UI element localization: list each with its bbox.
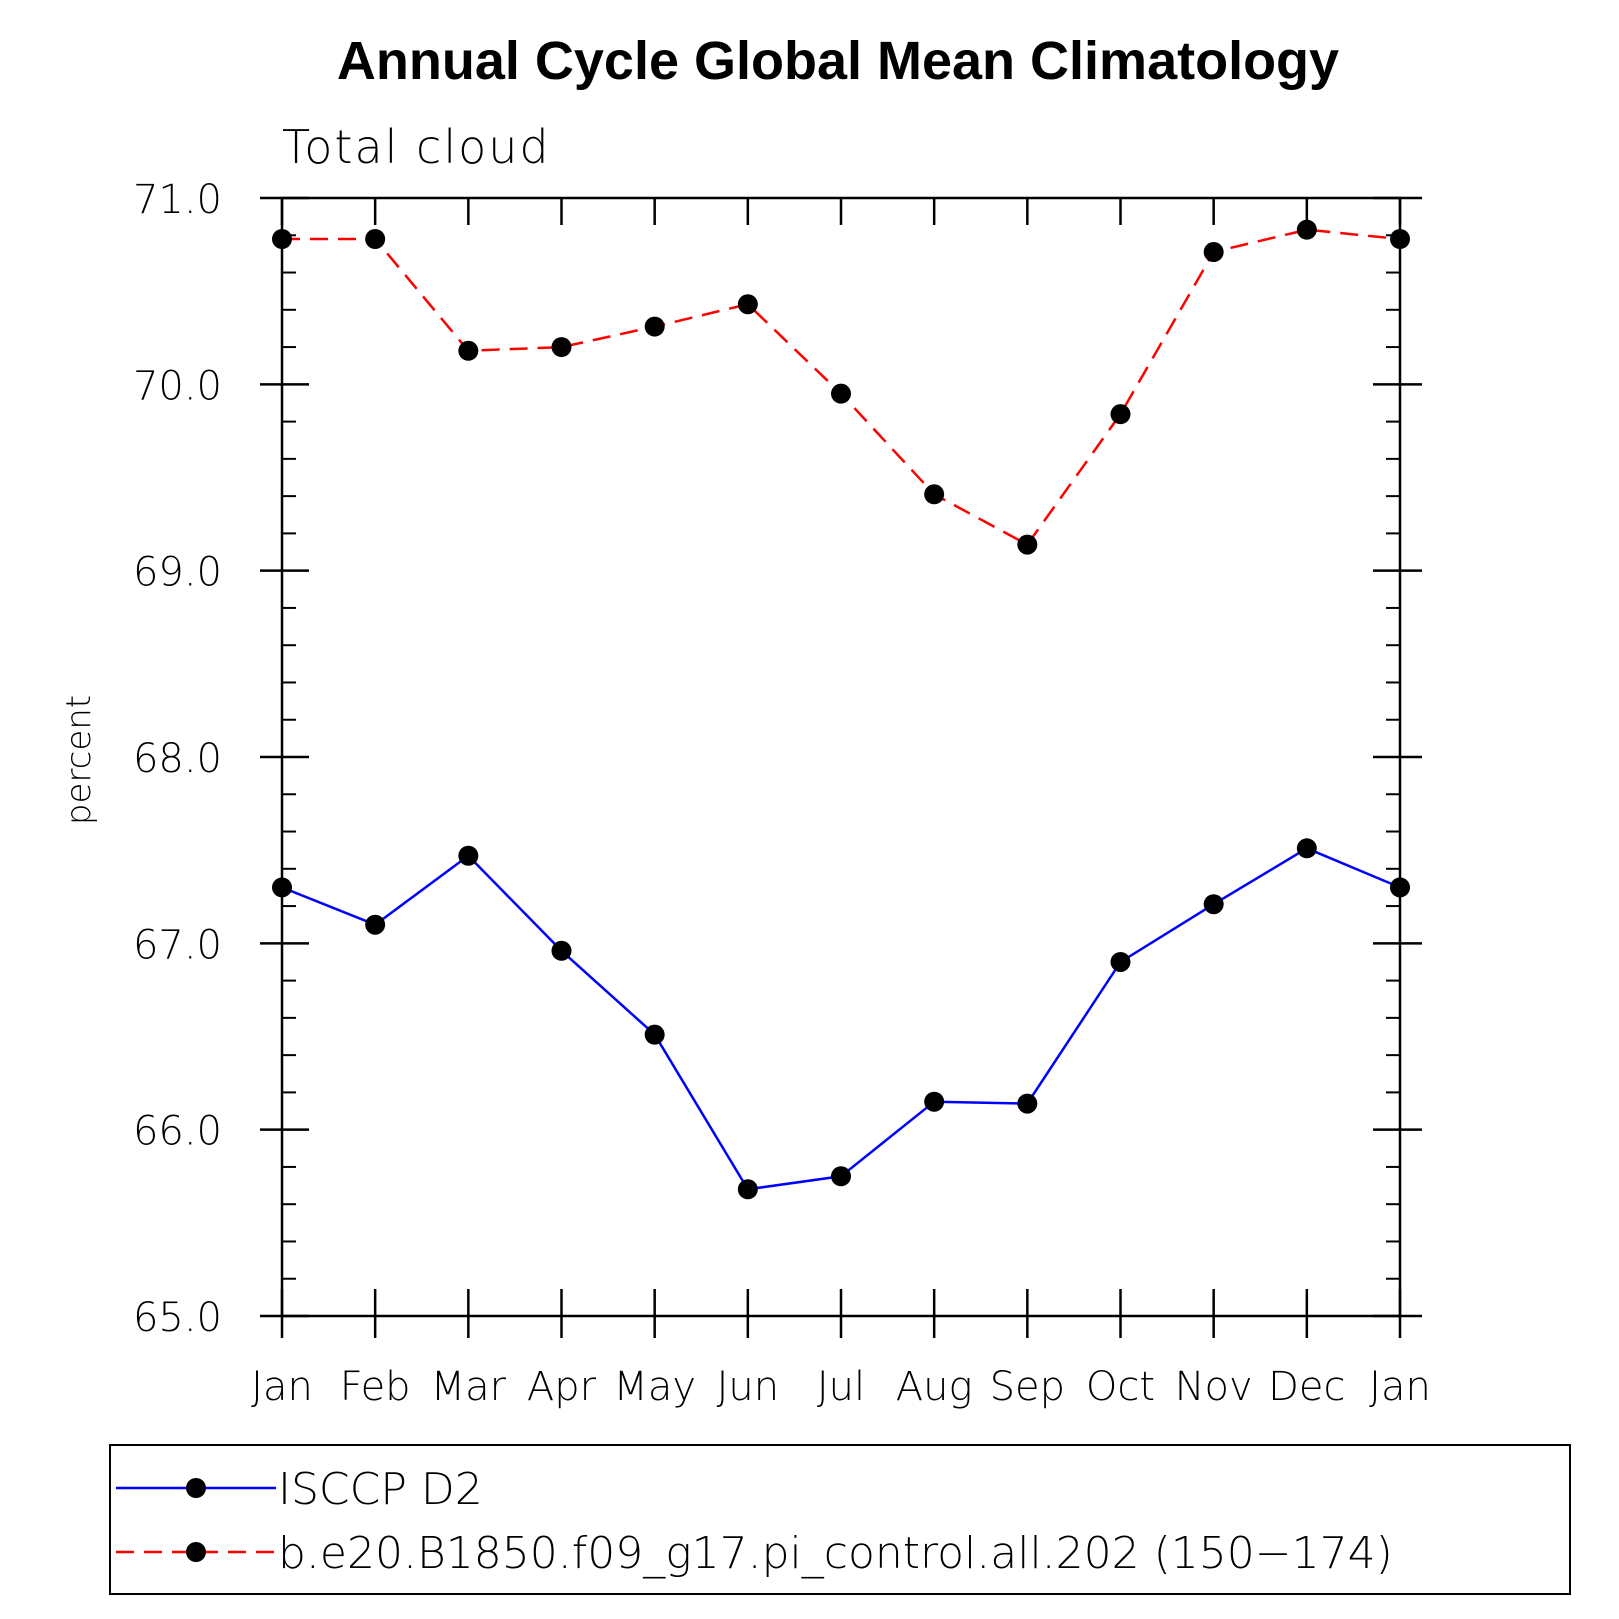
series-2-point (272, 228, 292, 249)
series-1-point (1017, 1093, 1038, 1114)
x-tick-label: Mar (431, 1364, 507, 1410)
chart-title: Annual Cycle Global Mean Climatology (337, 31, 1339, 91)
series-1-point (458, 845, 479, 866)
series-1-point (644, 1024, 665, 1045)
x-tick-label: Aug (896, 1364, 973, 1410)
y-tick-label: 70.0 (133, 363, 222, 409)
series-markers (272, 219, 1410, 1200)
series-2-point (551, 337, 572, 358)
y-tick-label: 69.0 (133, 550, 222, 596)
y-tick-label: 71.0 (133, 177, 222, 223)
series-2-point (1017, 534, 1038, 555)
x-tick-label: Oct (1086, 1364, 1155, 1410)
x-tick-label: Jul (817, 1364, 865, 1410)
x-tick-label: Jan (1369, 1364, 1431, 1410)
series-1-point (272, 877, 292, 898)
chart-subtitle: Total cloud (282, 120, 551, 174)
x-tick-label: May (613, 1364, 696, 1410)
series-2-point (737, 294, 758, 315)
series-1-point (1203, 894, 1224, 915)
series-1-point (1296, 838, 1317, 859)
series-1-point (737, 1179, 758, 1200)
legend: ISCCP D2 b.e20.B1850.f09_g17.pi_control.a… (109, 1444, 1571, 1595)
x-tick-label: Nov (1175, 1364, 1253, 1410)
series-lines (281, 228, 1401, 1191)
series-2-point (924, 484, 945, 505)
series-line-1 (281, 846, 1401, 1191)
legend-marker-2 (186, 1542, 206, 1562)
legend-box (109, 1444, 1571, 1595)
x-tick-label: Jan (251, 1364, 313, 1410)
legend-entries: ISCCP D2 b.e20.B1850.f09_g17.pi_control.a… (116, 1464, 1393, 1579)
x-tick-label: Sep (990, 1364, 1065, 1410)
series-2-point (831, 383, 851, 404)
legend-label-2: b.e20.B1850.f09_g17.pi_control.all.202 (… (278, 1528, 1393, 1579)
x-tick-label: Apr (527, 1364, 597, 1410)
series-1-point (924, 1091, 945, 1112)
y-tick-label: 66.0 (133, 1109, 222, 1155)
legend-marker-1 (186, 1478, 206, 1498)
series-1-point (551, 940, 572, 961)
x-tick-label: Jun (717, 1364, 780, 1410)
x-tick-label: Feb (340, 1364, 411, 1410)
y-tick-label: 68.0 (133, 736, 222, 782)
series-2-point (644, 316, 665, 337)
legend-label-1: ISCCP D2 (278, 1464, 483, 1515)
y-axis-label: percent (59, 695, 99, 825)
series-1-point (831, 1166, 851, 1187)
y-tick-label: 65.0 (133, 1295, 222, 1341)
y-tick-label: 67.0 (133, 922, 222, 968)
series-2-point (458, 340, 479, 361)
axis-ticks: Jan Feb Mar Apr May Jun Jul Aug Sep Oct Nov Dec Jan 6… (133, 177, 1431, 1410)
series-1-point (1390, 877, 1410, 898)
series-2-point (1110, 404, 1131, 425)
series-1-point (1110, 951, 1131, 972)
series-2-point (1296, 219, 1317, 240)
series-2-point (1203, 242, 1224, 263)
series-2-point (1390, 228, 1410, 249)
series-2-point (365, 228, 386, 249)
plot-frame (280, 196, 1402, 1318)
series-1-point (365, 914, 386, 935)
x-tick-label: Dec (1268, 1364, 1345, 1410)
